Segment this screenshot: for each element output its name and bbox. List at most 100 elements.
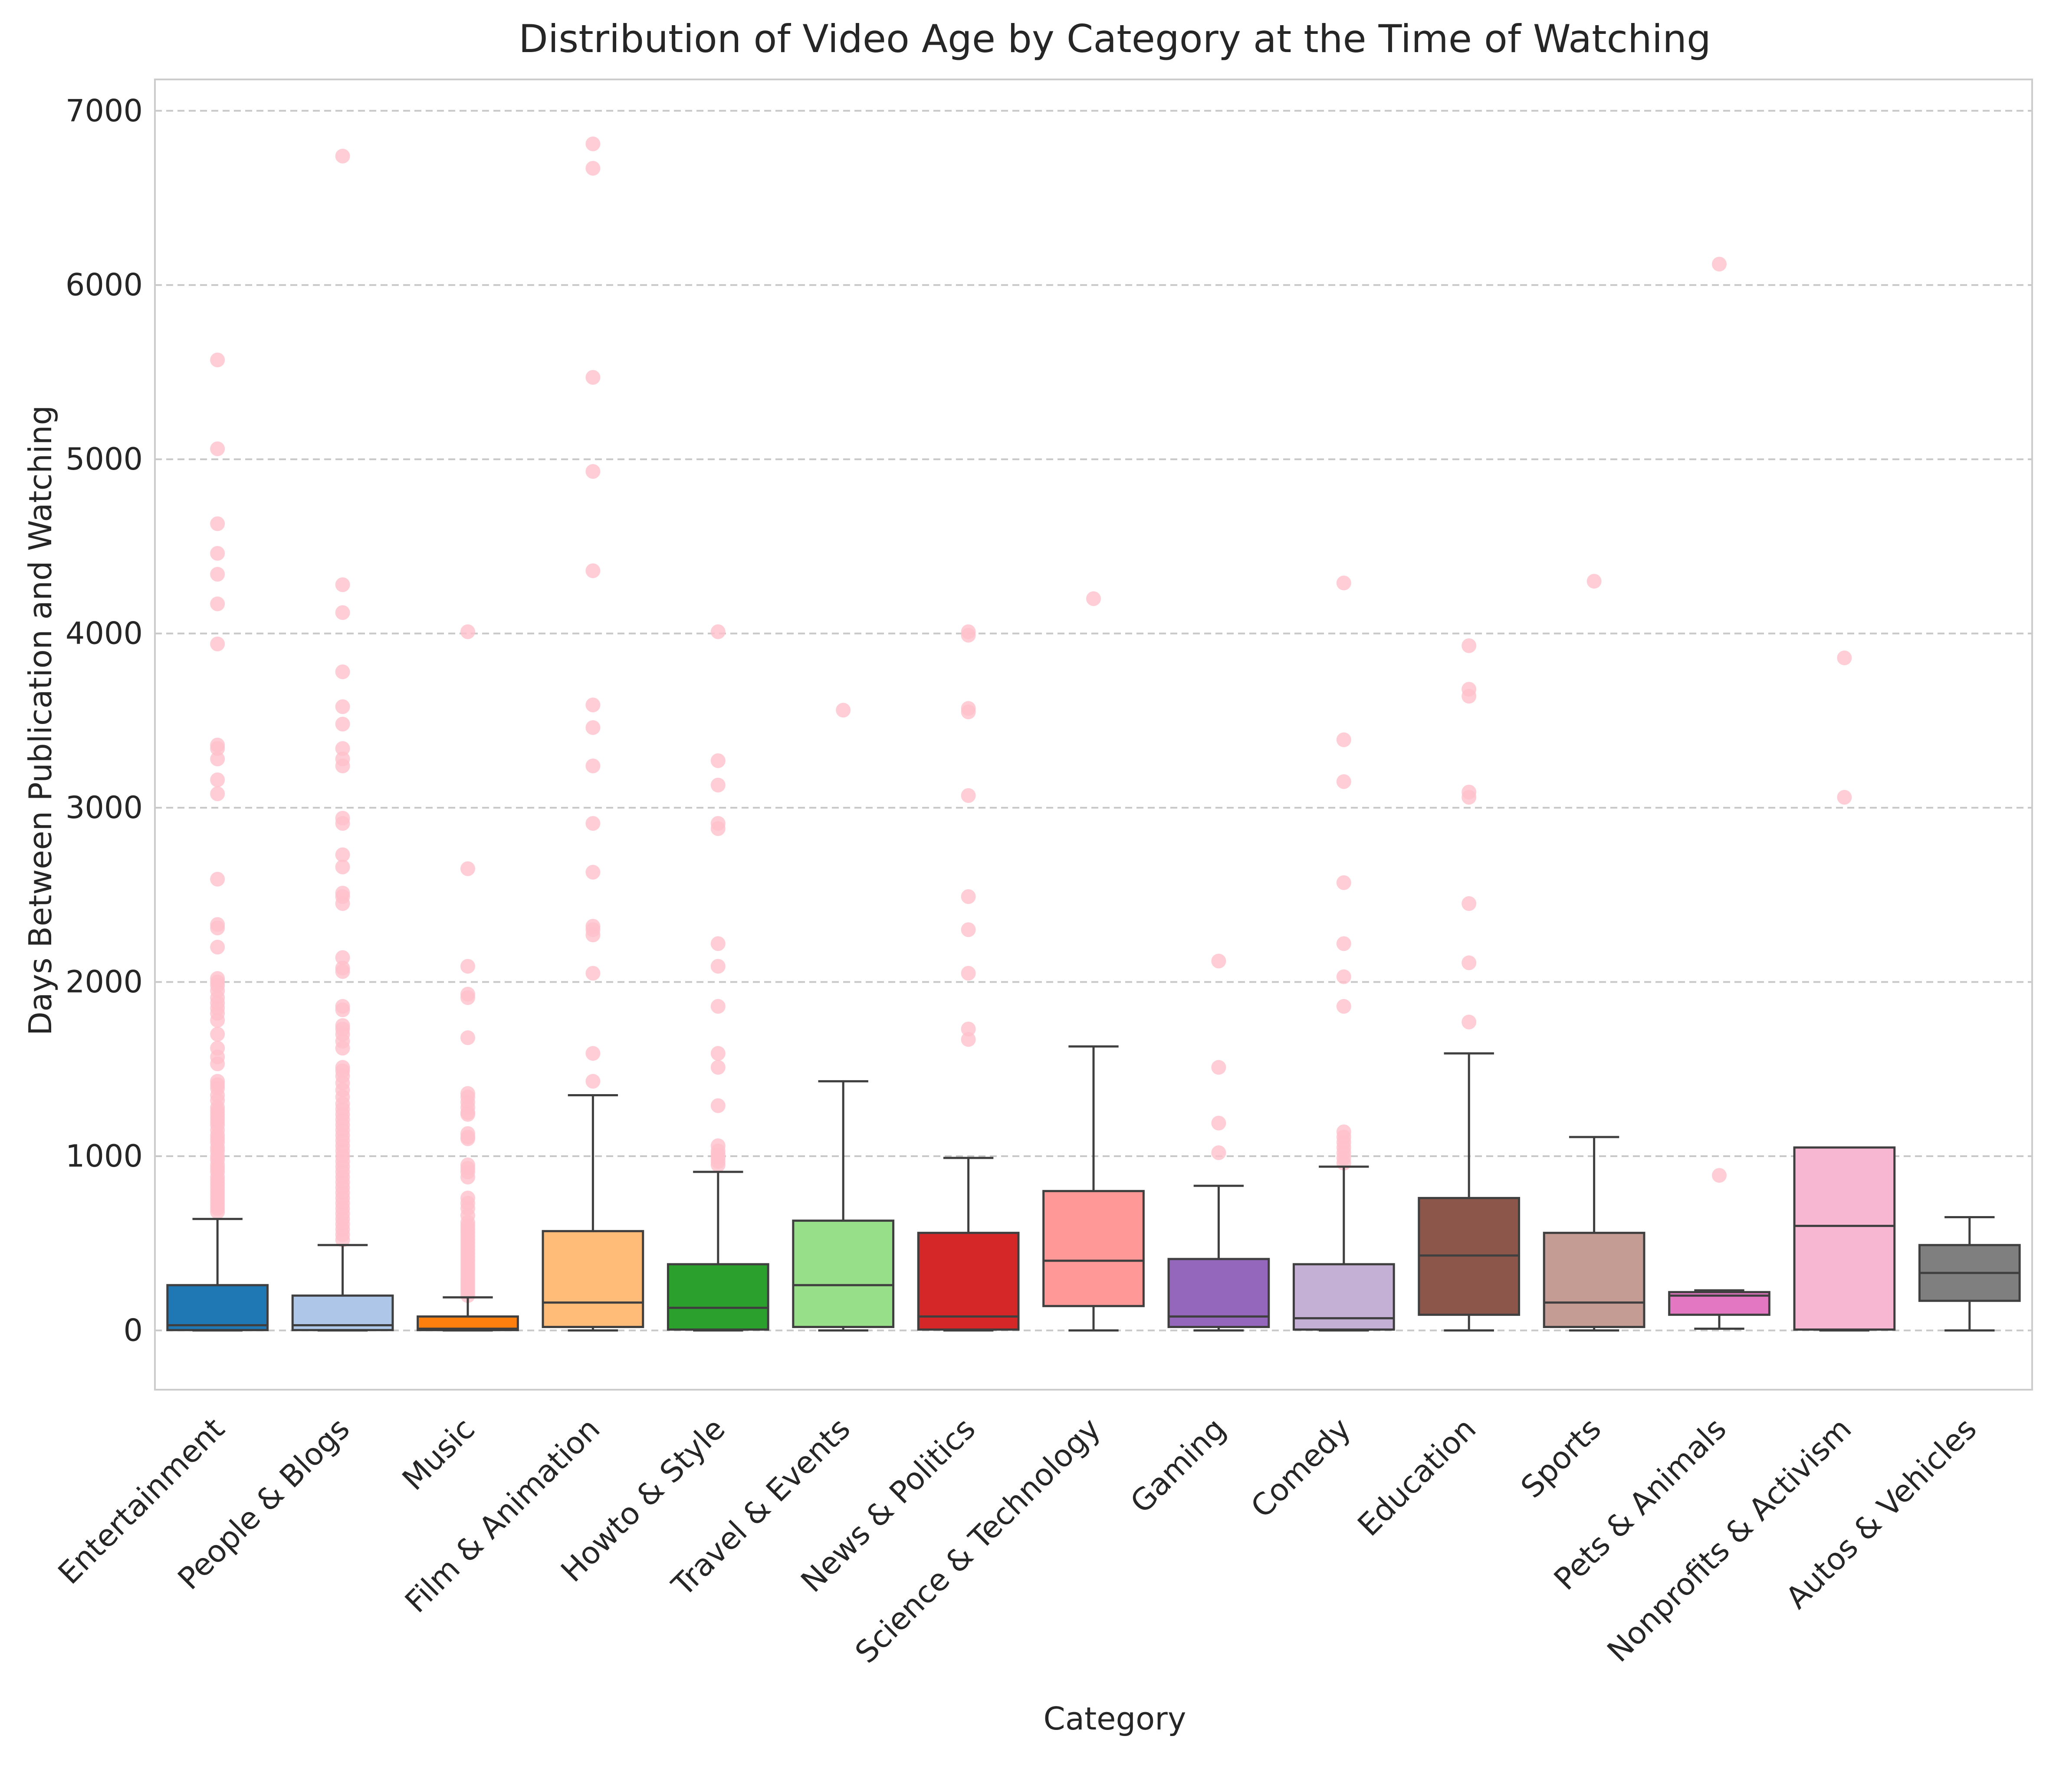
outlier-point <box>585 464 601 479</box>
outlier-point <box>585 161 601 176</box>
box-group <box>542 1094 644 1332</box>
outlier-point <box>1336 875 1351 890</box>
outlier-point <box>1837 650 1852 665</box>
chart-title: Distribution of Video Age by Category at… <box>519 16 1711 61</box>
outlier-point <box>585 370 601 385</box>
outlier-point <box>210 567 225 582</box>
outlier-point <box>1211 1060 1226 1075</box>
outlier-point <box>210 1013 225 1028</box>
outlier-point <box>710 821 726 836</box>
box <box>1543 1232 1645 1328</box>
outlier-point <box>961 966 976 981</box>
outlier-point <box>335 758 350 773</box>
outlier-point <box>710 1098 726 1113</box>
box-group <box>1418 1052 1521 1332</box>
outlier-point <box>1462 1014 1477 1029</box>
box <box>1042 1190 1145 1307</box>
box-group <box>1918 1216 2021 1332</box>
outlier-point <box>335 577 350 592</box>
y-tick-label: 1000 <box>66 1138 143 1174</box>
outlier-point <box>585 1046 601 1061</box>
outlier-point <box>460 861 475 876</box>
outlier-point <box>335 741 350 756</box>
box <box>667 1263 769 1331</box>
outlier-point <box>460 1288 475 1303</box>
outlier-point <box>710 624 726 639</box>
outlier-point <box>210 1027 225 1042</box>
outlier-point <box>961 788 976 803</box>
outlier-point <box>1336 999 1351 1014</box>
outlier-point <box>710 936 726 951</box>
outlier-point <box>335 847 350 862</box>
outlier-point <box>1336 969 1351 984</box>
y-axis-ticks: 0 1000 2000 3000 4000 5000 6000 7000 <box>66 93 143 1348</box>
outlier-point <box>210 741 225 756</box>
outlier-point <box>585 816 601 831</box>
box <box>917 1232 1020 1331</box>
box-group <box>792 1080 895 1332</box>
outlier-point <box>335 1002 350 1017</box>
outlier-point <box>460 1131 475 1146</box>
outlier-point <box>585 697 601 713</box>
outlier-point <box>836 703 851 718</box>
box <box>1793 1146 1896 1331</box>
outlier-point <box>585 1074 601 1089</box>
outlier-point <box>210 786 225 801</box>
outlier-point <box>1336 774 1351 789</box>
outlier-point <box>335 1041 350 1056</box>
box <box>792 1220 895 1328</box>
y-tick-label: 5000 <box>66 441 143 477</box>
outlier-point <box>335 605 350 620</box>
box-group <box>1042 1045 1145 1332</box>
y-tick-label: 4000 <box>66 616 143 651</box>
outlier-point <box>1336 936 1351 951</box>
box-group <box>1668 1289 1770 1330</box>
outlier-point <box>210 636 225 651</box>
outlier-point <box>335 816 350 831</box>
outlier-point <box>210 441 225 457</box>
plot-frame <box>154 79 2033 1391</box>
outlier-point <box>585 136 601 151</box>
outlier-point <box>710 1060 726 1075</box>
outlier-point <box>335 717 350 732</box>
outlier-point <box>210 1204 225 1220</box>
box-group <box>1543 1136 1645 1332</box>
outlier-point <box>210 921 225 936</box>
box-group <box>1793 1146 1896 1332</box>
outlier-point <box>210 772 225 787</box>
outlier-point <box>1462 790 1477 805</box>
outlier-point <box>335 699 350 714</box>
x-axis-label: Category <box>1044 1700 1186 1737</box>
outlier-point <box>335 148 350 164</box>
box-group <box>417 1296 519 1332</box>
outlier-point <box>961 1032 976 1047</box>
outlier-point <box>335 1232 350 1247</box>
box-group <box>1292 1165 1395 1332</box>
boxes <box>166 1045 2021 1332</box>
box-group <box>291 1244 394 1332</box>
outlier-point <box>1462 689 1477 704</box>
outlier-point <box>1712 1168 1727 1183</box>
outlier-point <box>585 927 601 943</box>
outlier-point <box>335 950 350 965</box>
outlier-point <box>585 563 601 579</box>
outlier-point <box>210 516 225 531</box>
outlier-point <box>335 896 350 911</box>
outlier-point <box>210 352 225 368</box>
outlier-point <box>1336 732 1351 747</box>
outlier-point <box>1336 575 1351 591</box>
outlier-point <box>710 1046 726 1061</box>
outlier-point <box>1086 591 1101 606</box>
outlier-point <box>460 1030 475 1046</box>
outlier-point <box>710 1157 726 1173</box>
outlier-point <box>1211 1115 1226 1131</box>
outlier-point <box>1462 896 1477 911</box>
outlier-point <box>585 758 601 773</box>
y-tick-label: 3000 <box>66 790 143 825</box>
outlier-point <box>1712 256 1727 272</box>
box <box>1292 1263 1395 1331</box>
outlier-point <box>210 596 225 612</box>
y-tick-label: 0 <box>123 1313 143 1348</box>
outliers <box>210 136 1852 1303</box>
outlier-point <box>210 751 225 766</box>
